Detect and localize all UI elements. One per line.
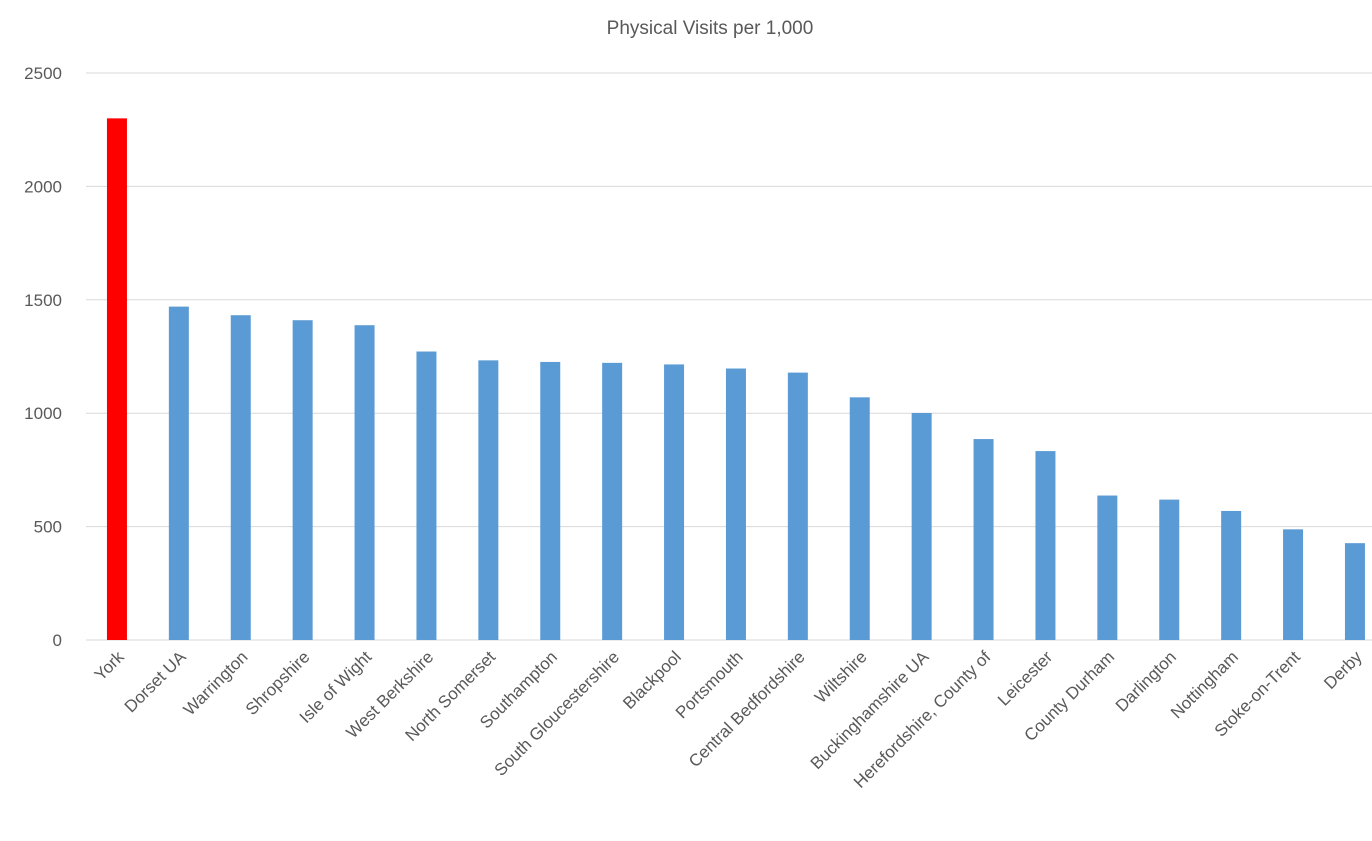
bar	[1344, 543, 1365, 640]
chart-title: Physical Visits per 1,000	[607, 18, 814, 39]
bar	[230, 315, 251, 640]
y-tick-label: 1000	[24, 404, 62, 423]
bars	[106, 118, 1365, 641]
x-tick-label: Central Bedfordshire	[685, 647, 809, 771]
x-tick-label: Buckinghamshire UA	[807, 647, 933, 773]
bar	[725, 368, 746, 640]
x-tick-label: Wiltshire	[811, 647, 871, 707]
bar	[973, 439, 994, 640]
bar	[292, 320, 313, 640]
y-tick-label: 1500	[24, 291, 62, 310]
bar	[849, 397, 870, 640]
bar	[911, 412, 932, 640]
bar	[354, 325, 375, 640]
y-tick-label: 500	[34, 518, 62, 537]
x-tick-label: Blackpool	[619, 647, 685, 713]
bar	[478, 360, 499, 640]
x-tick-label: Derby	[1320, 647, 1366, 693]
x-tick-label: Warrington	[180, 647, 252, 719]
x-tick-label: Leicester	[994, 647, 1056, 709]
x-tick-label: South Gloucestershire	[491, 647, 623, 779]
bar	[416, 351, 437, 640]
bar	[540, 361, 561, 640]
bar	[602, 362, 623, 640]
y-tick-label: 0	[53, 631, 62, 650]
bar	[1159, 499, 1180, 640]
y-tick-label: 2500	[24, 64, 62, 83]
bar	[1035, 451, 1056, 640]
bar	[1283, 529, 1304, 640]
bar	[664, 364, 685, 640]
y-axis-tick-labels: 0 500 1000 1500 2000 2500	[24, 64, 62, 650]
y-tick-label: 2000	[24, 177, 62, 196]
bar	[787, 372, 808, 640]
bar	[1221, 510, 1242, 640]
x-tick-label: York	[91, 647, 128, 684]
bar	[168, 306, 189, 640]
bar	[1097, 495, 1118, 640]
bar	[106, 118, 127, 641]
